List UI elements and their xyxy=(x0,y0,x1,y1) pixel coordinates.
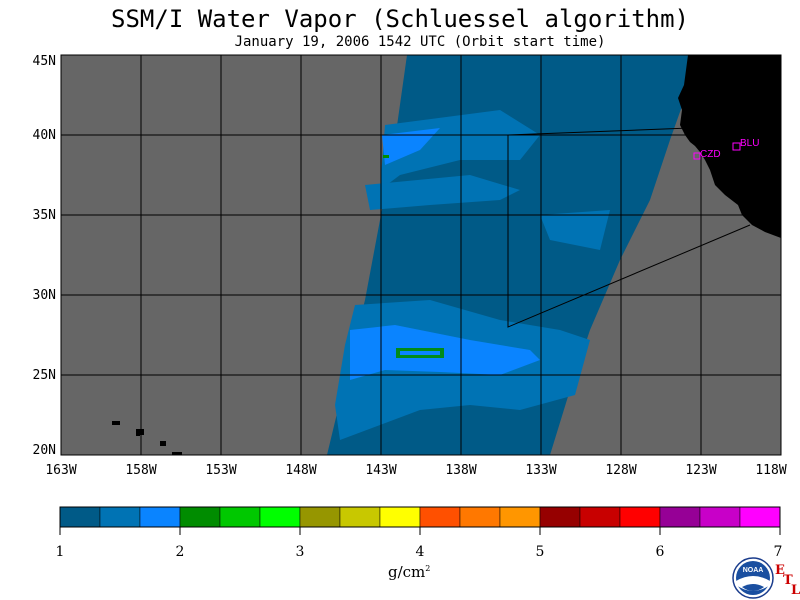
lon-label: 133W xyxy=(525,463,557,478)
station-label-czd: CZD xyxy=(700,149,721,160)
lon-label: 118W xyxy=(755,463,787,478)
lon-label: 143W xyxy=(365,463,397,478)
colorbar-segment xyxy=(579,506,621,528)
colorbar-label: 4 xyxy=(415,544,425,560)
colorbar-segment xyxy=(139,506,181,528)
domain-line xyxy=(507,127,691,136)
domain-line xyxy=(507,135,751,328)
lon-label: 138W xyxy=(445,463,477,478)
colorbar-label: 3 xyxy=(295,544,305,560)
colorbar-label: 2 xyxy=(175,544,185,560)
colorbar-segment xyxy=(59,506,101,528)
colorbar-segment xyxy=(179,506,221,528)
map-title: SSM/I Water Vapor (Schluessel algorithm) xyxy=(111,5,689,33)
etl-letter: E xyxy=(775,563,785,578)
map-grid xyxy=(61,55,781,455)
colorbar-label: 1 xyxy=(55,544,65,560)
lat-label: 35N xyxy=(32,208,56,223)
noaa-logo: NOAA xyxy=(732,557,774,599)
vapor-band-high xyxy=(382,128,440,165)
vapor-band-mid xyxy=(365,175,520,210)
svg-text:NOAA: NOAA xyxy=(743,567,764,574)
colorbar-segment xyxy=(699,506,741,528)
colorbar-ticks xyxy=(59,527,781,535)
colorbar-segment xyxy=(459,506,501,528)
vapor-band-mid xyxy=(380,110,540,190)
colorbar-segment xyxy=(299,506,341,528)
lat-label: 20N xyxy=(32,443,56,458)
colorbar-segment xyxy=(539,506,581,528)
station-marker-czd xyxy=(693,152,701,160)
lon-label: 163W xyxy=(45,463,77,478)
etl-letter: L xyxy=(791,583,800,598)
colorbar-segment xyxy=(739,506,781,528)
hawaii-islands xyxy=(112,421,182,455)
station-label-blu: BLU xyxy=(740,138,759,149)
colorbar-segment xyxy=(259,506,301,528)
vapor-band-mid xyxy=(540,210,610,250)
lat-label: 25N xyxy=(32,368,56,383)
colorbar-label: 5 xyxy=(535,544,545,560)
colorbar-segment xyxy=(659,506,701,528)
lon-label: 148W xyxy=(285,463,317,478)
vapor-band-high xyxy=(350,325,540,380)
colorbar-segment xyxy=(99,506,141,528)
colorbar-segment xyxy=(419,506,461,528)
colorbar-segment xyxy=(339,506,381,528)
colorbar-segment xyxy=(619,506,661,528)
lat-label: 40N xyxy=(32,128,56,143)
colorbar-label: 6 xyxy=(655,544,665,560)
map-border xyxy=(60,54,782,456)
vapor-band-green xyxy=(383,155,389,158)
vapor-band-high xyxy=(400,351,440,355)
colorbar-label: 7 xyxy=(773,544,783,560)
colorbar-segment xyxy=(219,506,261,528)
lon-label: 153W xyxy=(205,463,237,478)
lon-label: 158W xyxy=(125,463,157,478)
etl-letter: T xyxy=(783,573,793,588)
colorbar-segment xyxy=(379,506,421,528)
lat-label: 30N xyxy=(32,288,56,303)
station-marker-blu xyxy=(732,142,741,151)
colorbar xyxy=(59,506,781,528)
land-mass xyxy=(678,55,781,238)
lon-label: 123W xyxy=(685,463,717,478)
colorbar-segment xyxy=(499,506,541,528)
lon-label: 128W xyxy=(605,463,637,478)
map-subtitle: January 19, 2006 1542 UTC (Orbit start t… xyxy=(234,34,606,50)
colorbar-units: g/cm2 xyxy=(388,563,431,581)
lat-label: 45N xyxy=(32,54,56,69)
